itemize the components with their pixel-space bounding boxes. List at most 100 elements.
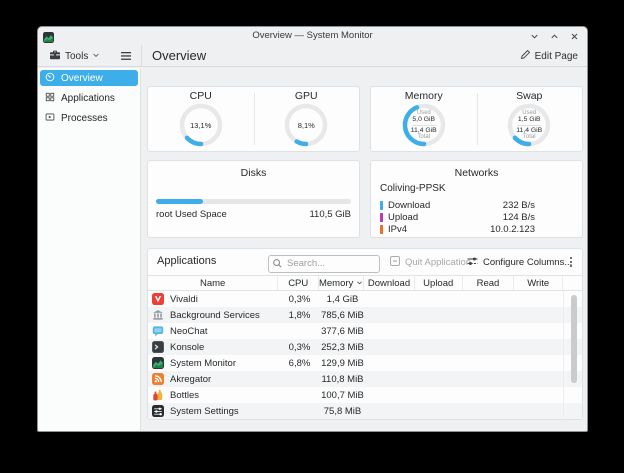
table-row[interactable]: Akregator 110,8 MiB [148,371,582,387]
edit-page-button[interactable]: Edit Page [520,47,578,65]
system-settings-icon [152,405,164,417]
table-row[interactable]: Vivaldi 0,3% 1,4 GiB [148,291,582,307]
disks-title: Disks [240,167,267,179]
applications-title: Applications [157,255,217,267]
akregator-icon [152,373,164,385]
table-row[interactable]: Konsole 0,3% 252,3 MiB [148,339,582,355]
sidebar-item-overview[interactable]: Overview [40,70,138,86]
gauge-divider [517,124,542,126]
table-row[interactable]: Bottles 100,7 MiB [148,387,582,403]
sidebar-item-label: Overview [61,72,103,84]
memory-swap-card: Memory Used 5,0 GiB 11,4 GiB Total [370,86,583,152]
memory-used-label: Used [416,109,431,116]
hamburger-menu-icon[interactable] [118,48,134,64]
upload-color-chip [380,212,383,222]
applications-table: Vivaldi 0,3% 1,4 GiB Background Services… [148,291,582,419]
ipv4-color-chip [380,224,383,234]
column-header-write[interactable]: Write [514,276,564,290]
cpu-sensor: CPU 13,1% [148,87,254,151]
pencil-icon [520,49,531,63]
quit-application-icon [389,255,401,270]
konsole-icon [152,341,164,353]
table-row[interactable]: System Settings 75,8 MiB [148,403,582,419]
networks-title: Networks [454,167,499,179]
column-header-spacer [563,276,582,290]
sidebar-item-label: Applications [61,92,115,104]
maximize-icon[interactable] [549,31,560,42]
memory-gauge: Used 5,0 GiB 11,4 GiB Total [401,102,447,148]
network-ipv4-row: IPv4 10.0.2.123 [380,223,573,235]
system-monitor-window: Overview — System Monitor Tools [37,26,588,432]
close-icon[interactable] [569,31,580,42]
networks-card: Networks Coliving-PPSK Download 232 B/s … [370,160,583,238]
system-monitor-icon [152,357,164,369]
titlebar[interactable]: Overview — System Monitor [38,27,587,45]
search-box [268,253,380,274]
table-row[interactable]: NeoChat 377,6 MiB [148,323,582,339]
column-header-read[interactable]: Read [463,276,515,290]
upload-value: 124 B/s [502,211,535,223]
column-header-upload[interactable]: Upload [415,276,463,290]
configure-columns-label: Configure Columns... [483,256,573,268]
disk-usage-fill [156,199,203,204]
card-divider [253,93,255,145]
overview-page: CPU 13,1% GPU 8,1% [142,68,587,431]
process-window-icon [45,112,55,125]
column-header-memory[interactable]: Memory [319,276,365,290]
table-scrollbar[interactable] [571,295,577,383]
overflow-menu-icon[interactable] [564,253,578,271]
ipv4-label: IPv4 [388,223,408,235]
swap-sensor: Swap Used 1,5 GiB 11,4 GiB Total [477,87,583,151]
swap-gauge: Used 1,5 GiB 11,4 GiB Total [506,102,552,148]
cpu-title: CPU [189,90,212,102]
tools-menu-button[interactable]: Tools [46,47,103,65]
table-row[interactable]: System Monitor 6,8% 129,9 MiB [148,355,582,371]
swap-title: Swap [516,90,543,102]
upload-label: Upload [388,211,419,223]
speedometer-icon [45,72,55,85]
search-icon [272,256,283,274]
table-row[interactable]: Background Services 1,8% 785,6 MiB [148,307,582,323]
main-toolbar: Tools Overview Edit Page [38,45,587,67]
network-upload-row: Upload 124 B/s [380,211,573,223]
cpu-gpu-card: CPU 13,1% GPU 8,1% [147,86,360,152]
gpu-title: GPU [294,90,318,102]
sidebar-item-processes[interactable]: Processes [40,110,138,126]
window-title: Overview — System Monitor [252,30,373,41]
memory-title: Memory [404,90,443,102]
disks-card: Disks root Used Space 110,5 GiB [147,160,360,238]
table-header: Name CPU Memory Download Upload Read Wri… [148,275,582,291]
column-header-name[interactable]: Name [148,276,279,290]
sidebar-item-applications[interactable]: Applications [40,90,138,106]
edit-page-label: Edit Page [534,50,578,62]
applications-card: Applications Quit Application [147,248,583,420]
bottles-icon [153,389,163,401]
download-value: 232 B/s [502,199,535,211]
network-interface-name: Coliving-PPSK [380,183,446,194]
grid-icon [45,92,55,105]
sidebar-item-label: Processes [61,112,108,124]
search-input[interactable] [268,254,380,273]
configure-columns-icon [466,255,479,270]
column-header-download[interactable]: Download [364,276,415,290]
memory-sensor: Memory Used 5,0 GiB 11,4 GiB Total [371,87,477,151]
disk-value: 110,5 GiB [309,209,351,220]
background-services-icon [153,310,163,320]
gauge-divider [411,124,436,126]
neochat-icon [152,326,164,337]
quit-application-button[interactable]: Quit Application [389,253,471,271]
swap-used-label: Used [522,109,537,116]
configure-columns-button[interactable]: Configure Columns... [466,253,572,271]
minimize-icon[interactable] [529,31,540,42]
swap-total-label: Total [522,134,536,140]
tools-label: Tools [65,50,89,62]
cpu-gauge: 13,1% [178,102,224,148]
gpu-value: 8,1% [297,120,315,130]
column-header-cpu[interactable]: CPU [278,276,320,290]
download-color-chip [380,200,383,210]
download-label: Download [388,199,431,211]
memory-total-label: Total [417,134,431,140]
toolbar-separator [141,45,142,66]
gpu-sensor: GPU 8,1% [254,87,360,151]
card-divider [476,93,478,145]
